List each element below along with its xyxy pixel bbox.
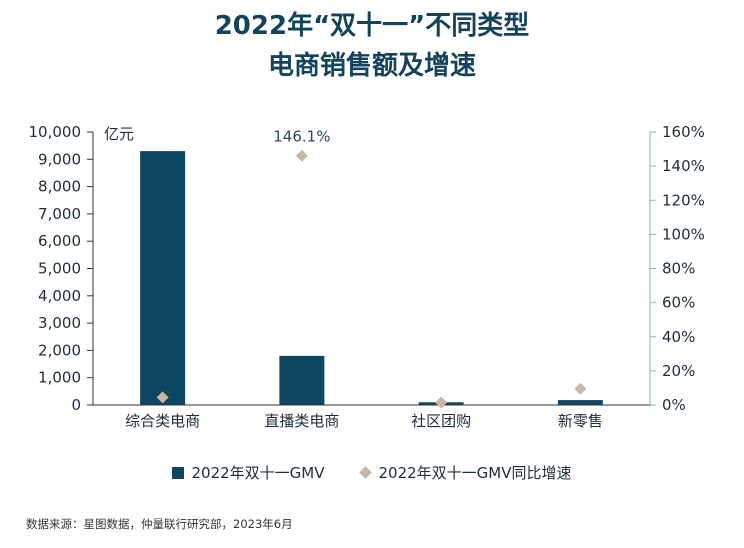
legend-item-gmv: 2022年双十一GMV	[172, 462, 325, 483]
left-axis-tick-label: 5,000	[38, 260, 81, 278]
right-axis-tick-label: 80%	[662, 260, 695, 278]
chart-title-line-1: 2022年“双十一”不同类型	[214, 11, 530, 41]
growth-rate-marker	[295, 149, 308, 162]
x-axis-category-label: 社区团购	[411, 412, 471, 430]
growth-rate-marker	[574, 382, 587, 395]
left-axis-tick-label: 0	[71, 396, 81, 414]
legend-diamond-swatch	[358, 466, 372, 479]
legend-label-growth: 2022年双十一GMV同比增速	[378, 464, 572, 482]
bar-gmv	[140, 151, 186, 405]
x-axis-category-label: 新零售	[558, 412, 603, 430]
left-axis-tick-label: 10,000	[29, 123, 82, 141]
bar-gmv	[279, 355, 325, 405]
chart-title: 2022年“双十一”不同类型 电商销售额及增速	[0, 6, 744, 86]
legend-bar-swatch	[172, 466, 185, 479]
right-axis-tick-label: 40%	[662, 328, 695, 346]
chart-legend: 2022年双十一GMV 2022年双十一GMV同比增速	[0, 462, 744, 483]
left-axis-tick-label: 9,000	[38, 150, 81, 168]
right-axis-tick-label: 20%	[662, 362, 695, 380]
right-axis-tick-label: 120%	[662, 191, 705, 209]
left-axis-tick-label: 7,000	[38, 205, 81, 223]
left-axis-tick-label: 1,000	[38, 369, 81, 387]
growth-rate-marker	[435, 396, 448, 409]
growth-rate-marker	[156, 391, 169, 404]
right-axis-tick-label: 140%	[662, 157, 705, 175]
left-axis-tick-label: 6,000	[38, 232, 81, 250]
legend-item-growth: 2022年双十一GMV同比增速	[358, 462, 572, 483]
right-axis-tick-label: 60%	[662, 294, 695, 312]
left-axis-tick-label: 2,000	[38, 341, 81, 359]
bar-gmv	[557, 400, 603, 405]
chart-title-line-2: 电商销售额及增速	[267, 51, 476, 81]
right-axis-tick-label: 160%	[662, 123, 705, 141]
left-axis-tick-label: 4,000	[38, 287, 81, 305]
left-axis-tick-label: 3,000	[38, 314, 81, 332]
right-axis-tick-label: 0%	[662, 396, 686, 414]
data-label-growth: 146.1%	[273, 128, 330, 146]
left-axis-tick-label: 8,000	[38, 178, 81, 196]
x-axis-category-label: 综合类电商	[125, 412, 200, 430]
left-axis-unit-label: 亿元	[104, 125, 134, 143]
x-axis-category-label: 直播类电商	[264, 412, 339, 430]
right-axis-tick-label: 100%	[662, 225, 705, 243]
source-note: 数据来源：星图数据，仲量联行研究部，2023年6月	[26, 517, 293, 531]
legend-label-gmv: 2022年双十一GMV	[191, 464, 325, 482]
